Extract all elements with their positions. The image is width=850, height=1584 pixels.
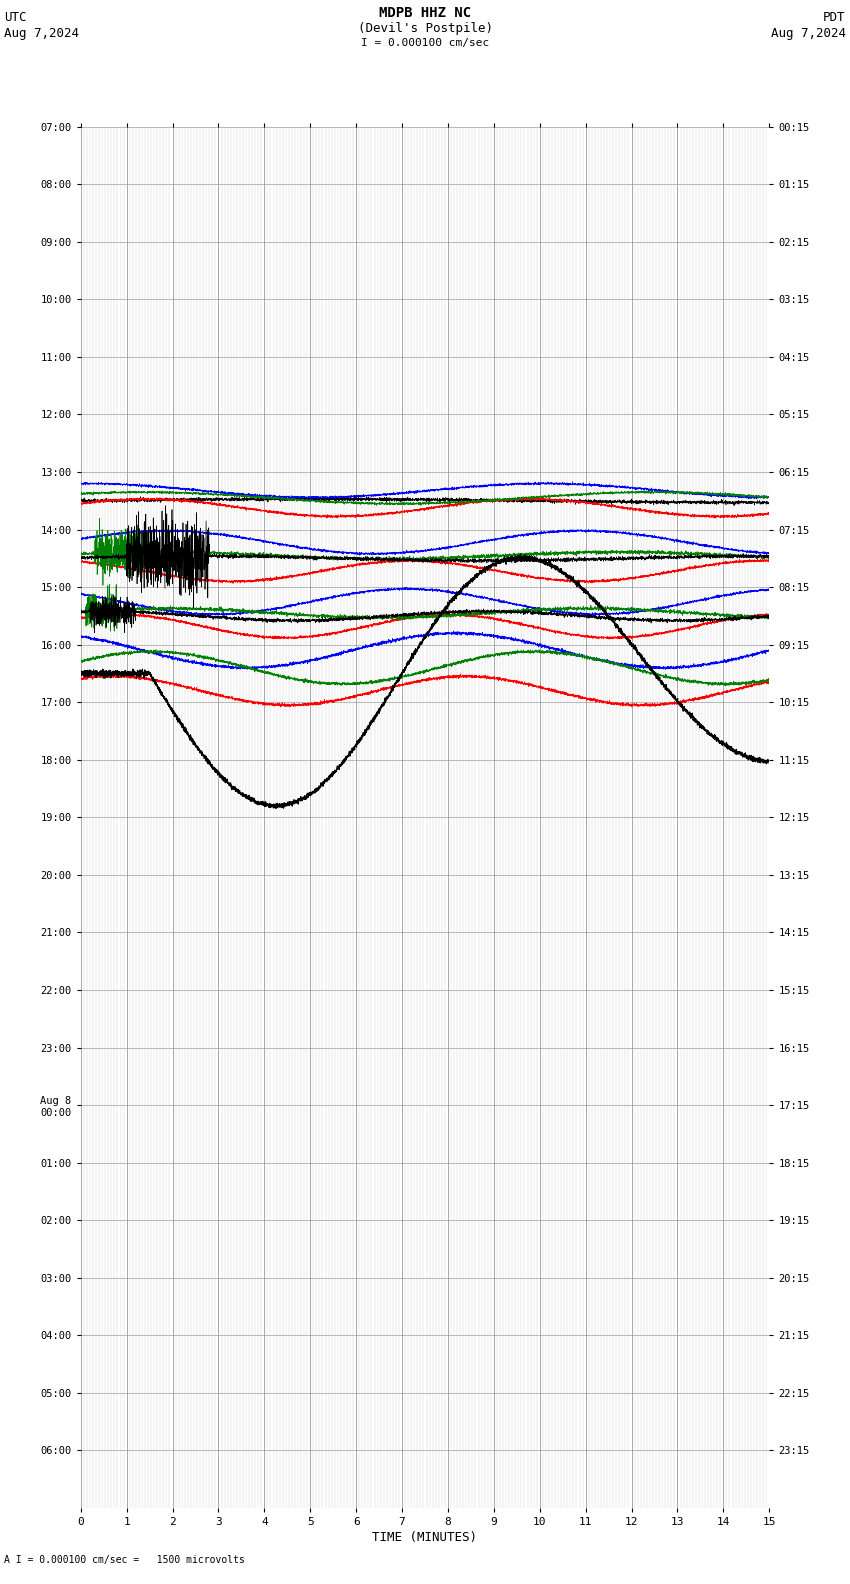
Text: Aug 7,2024: Aug 7,2024 <box>4 27 79 40</box>
Text: Aug 7,2024: Aug 7,2024 <box>771 27 846 40</box>
Text: (Devil's Postpile): (Devil's Postpile) <box>358 22 492 35</box>
Text: I = 0.000100 cm/sec: I = 0.000100 cm/sec <box>361 38 489 48</box>
Text: PDT: PDT <box>824 11 846 24</box>
Text: MDPB HHZ NC: MDPB HHZ NC <box>379 6 471 21</box>
Text: A I = 0.000100 cm/sec =   1500 microvolts: A I = 0.000100 cm/sec = 1500 microvolts <box>4 1555 245 1565</box>
X-axis label: TIME (MINUTES): TIME (MINUTES) <box>372 1532 478 1544</box>
Text: UTC: UTC <box>4 11 26 24</box>
